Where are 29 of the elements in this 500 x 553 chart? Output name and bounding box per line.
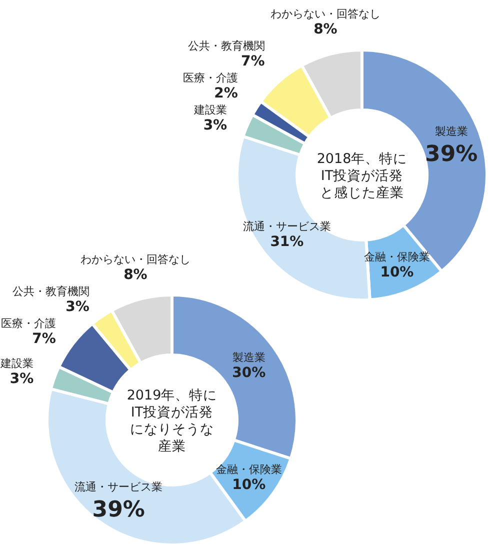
slice-label: わからない・回答なし xyxy=(270,8,380,21)
data-label: 3% xyxy=(203,118,228,134)
slice-label: 医療・介護 xyxy=(182,72,238,85)
text: 2019年、特にIT投資が活発になりそうな産業 xyxy=(126,388,218,454)
data-label: 10% xyxy=(380,264,414,280)
slice-label: 製造業 xyxy=(434,124,468,138)
slice-label: 金融・保険業 xyxy=(216,462,282,476)
slice-label: 建設業 xyxy=(193,104,228,117)
data-label: 3% xyxy=(10,371,34,388)
slice-label: 医療・介護 xyxy=(0,316,56,330)
slice-label: 建設業 xyxy=(0,357,34,370)
data-label: 7% xyxy=(32,330,56,347)
slice-label: わからない・回答なし xyxy=(80,252,190,266)
slice-label: 流通・サービス業 xyxy=(74,480,163,494)
slice-label: 流通・サービス業 xyxy=(242,220,331,234)
data-label: 8% xyxy=(124,266,148,283)
data-label: 2% xyxy=(214,86,238,102)
text: 2018年、特にIT投資が活発と感じた産業 xyxy=(316,151,408,201)
slice-label: 製造業 xyxy=(232,351,266,364)
slice-label: 公共・教育機関 xyxy=(12,284,90,298)
data-label: 3% xyxy=(66,298,90,315)
data-label: 7% xyxy=(241,54,265,70)
data-label: 30% xyxy=(232,365,266,382)
data-label: 10% xyxy=(232,476,266,493)
data-label: 39% xyxy=(92,498,145,523)
data-label: 39% xyxy=(425,142,478,167)
data-label: 8% xyxy=(314,22,338,38)
slice-label: 公共・教育機関 xyxy=(188,40,265,53)
data-label: 31% xyxy=(270,234,304,250)
